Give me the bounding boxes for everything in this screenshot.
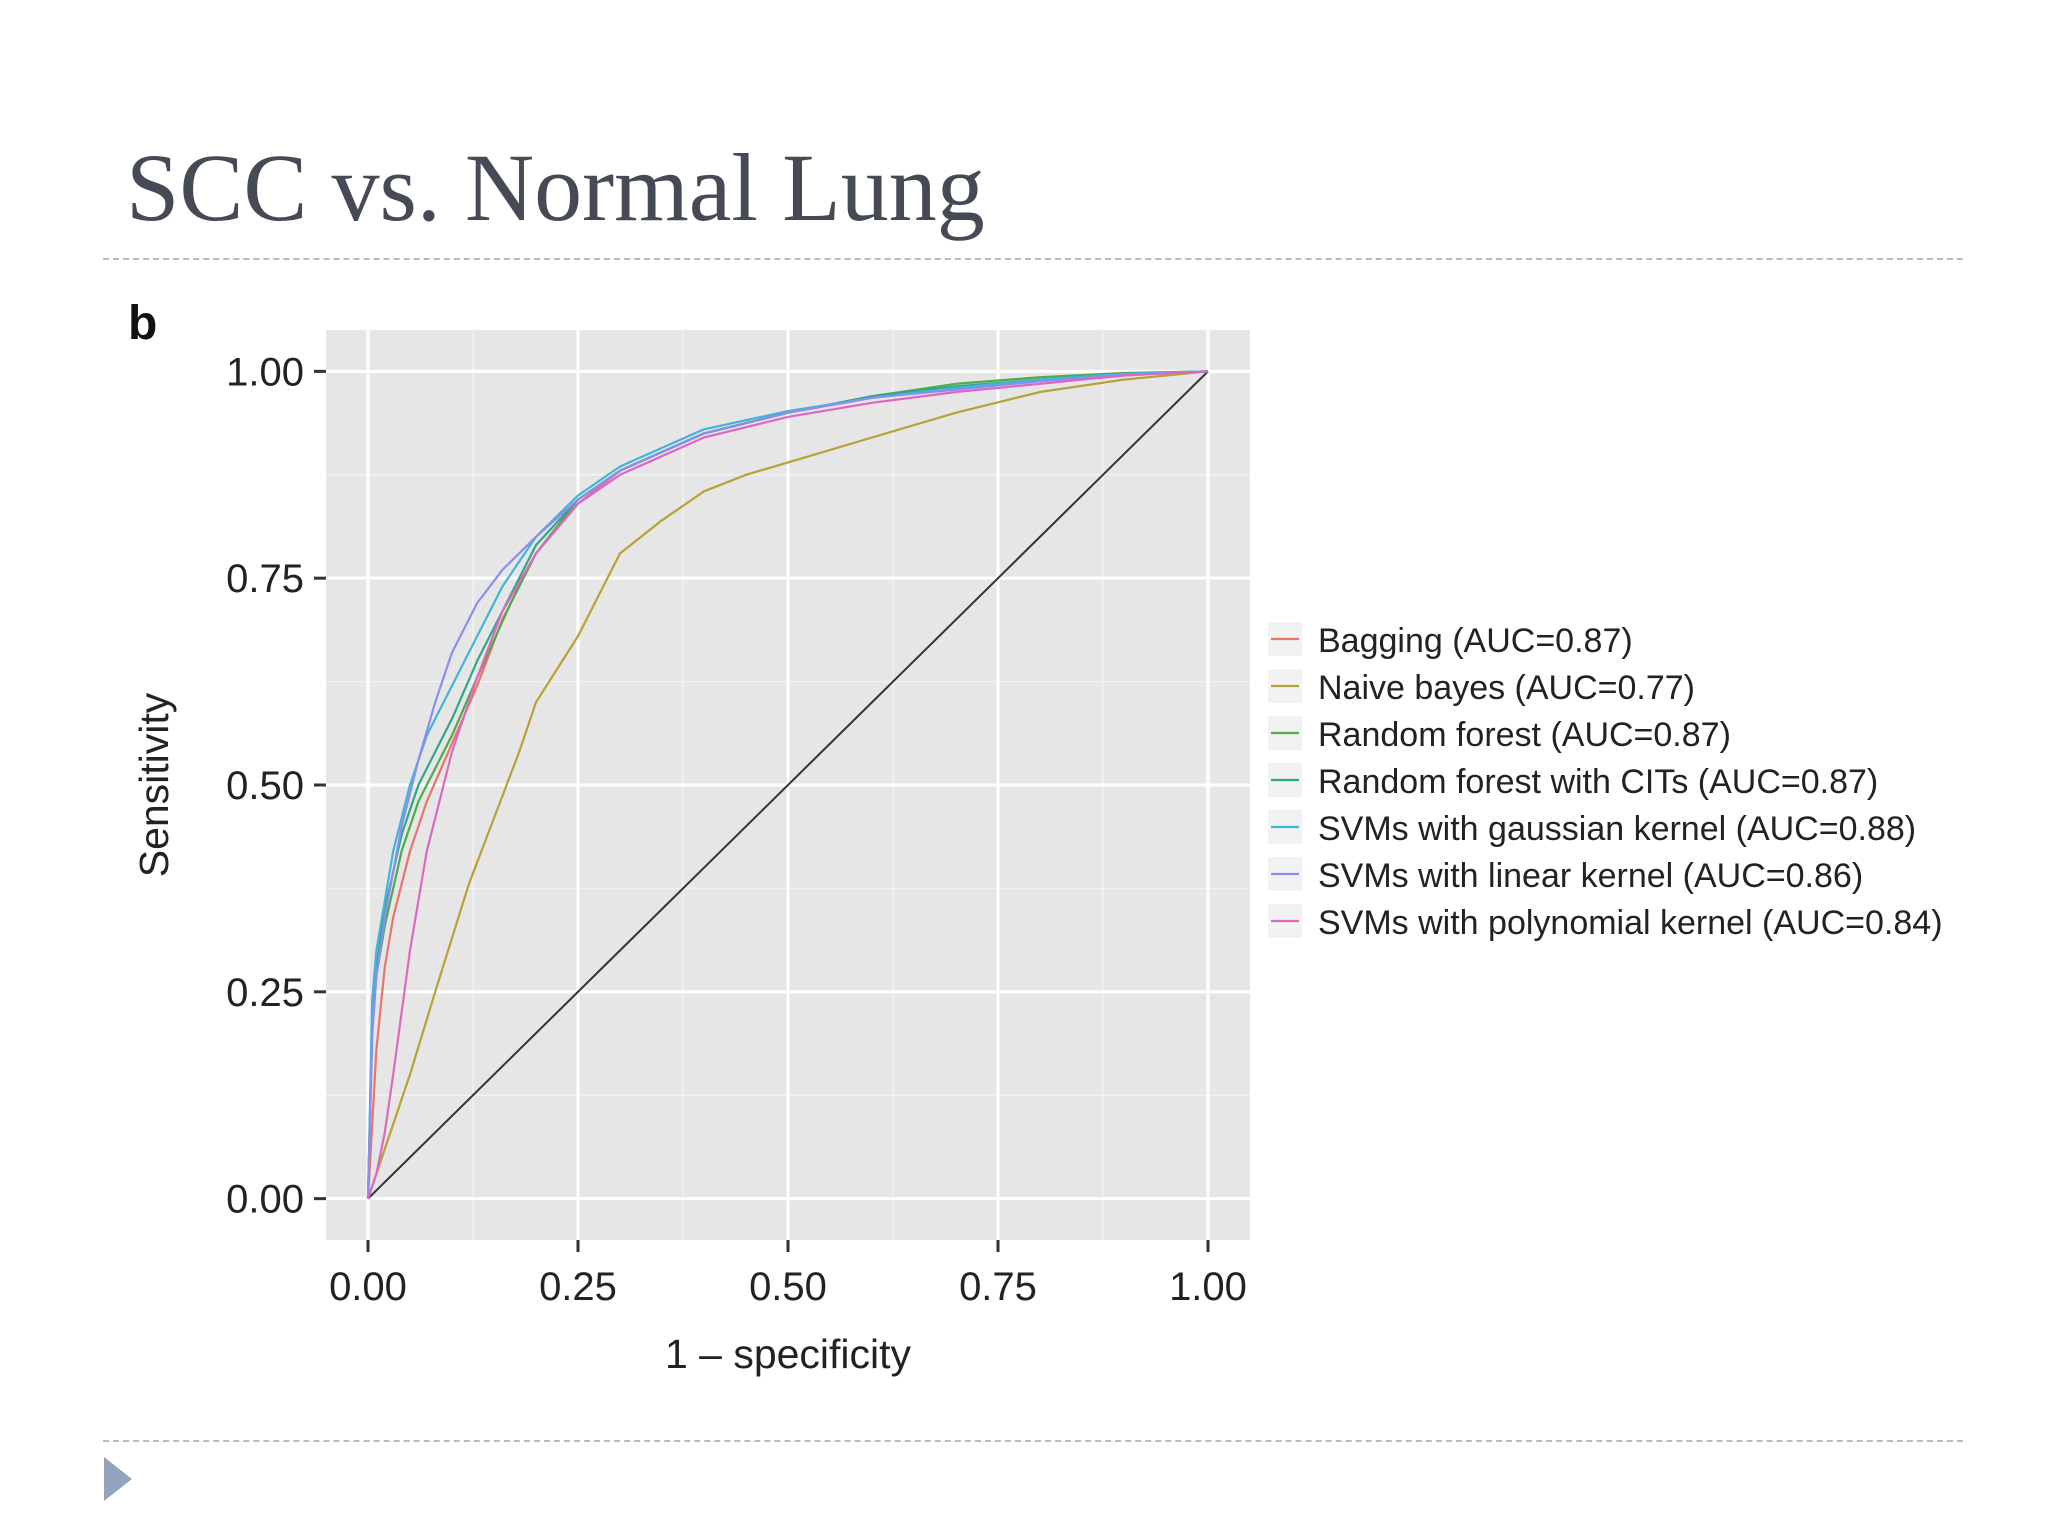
series-line-7 xyxy=(366,370,1209,1199)
series-layer xyxy=(366,370,1209,1199)
y-axis-label: Sensitivity xyxy=(131,692,177,877)
legend-label-7: SVMs with polynomial kernel (AUC=0.84) xyxy=(1318,904,1943,942)
legend-label-2: Naive bayes (AUC=0.77) xyxy=(1318,669,1695,707)
panel-label: b xyxy=(128,297,158,350)
title-divider xyxy=(103,258,1963,260)
x-tick-label: 0.50 xyxy=(749,1265,827,1309)
y-tick-label: 0.50 xyxy=(226,764,304,808)
series-line-6 xyxy=(366,370,1209,1199)
bullet-arrow-icon xyxy=(104,1457,132,1501)
legend-label-3: Random forest (AUC=0.87) xyxy=(1318,716,1731,754)
legend-label-4: Random forest with CITs (AUC=0.87) xyxy=(1318,763,1878,801)
x-tick-label: 1.00 xyxy=(1169,1265,1247,1309)
footer-divider xyxy=(103,1440,1963,1442)
x-tick-label: 0.75 xyxy=(959,1265,1037,1309)
y-axis-ticks: 0.00 0.25 0.50 0.75 1.00 xyxy=(226,350,326,1222)
x-axis-label: 1 – specificity xyxy=(665,1331,912,1377)
y-tick-label: 1.00 xyxy=(226,350,304,394)
y-tick-label: 0.25 xyxy=(226,971,304,1015)
legend-label-1: Bagging (AUC=0.87) xyxy=(1318,622,1633,660)
x-tick-label: 0.25 xyxy=(539,1265,617,1309)
slide-title: SCC vs. Normal Lung xyxy=(126,134,985,241)
y-tick-label: 0.75 xyxy=(226,557,304,601)
series-line-5 xyxy=(366,370,1209,1199)
reference-diagonal xyxy=(367,370,1209,1200)
legend-label-6: SVMs with linear kernel (AUC=0.86) xyxy=(1318,857,1863,895)
legend-label-5: SVMs with gaussian kernel (AUC=0.88) xyxy=(1318,810,1916,848)
series-line-4 xyxy=(366,370,1209,1199)
x-tick-label: 0.00 xyxy=(329,1265,407,1309)
series-line-2 xyxy=(366,370,1209,1199)
legend: Bagging (AUC=0.87) Naive bayes (AUC=0.77)… xyxy=(1268,622,1943,942)
x-axis-ticks: 0.00 0.25 0.50 0.75 1.00 xyxy=(329,1240,1247,1309)
y-tick-label: 0.00 xyxy=(226,1178,304,1222)
